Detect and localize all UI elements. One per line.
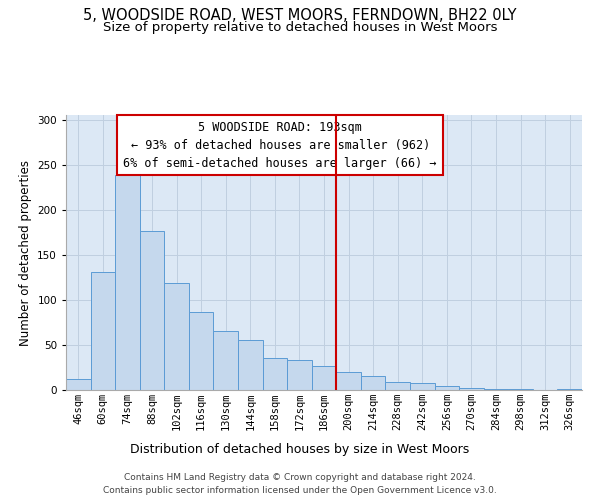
Bar bbox=[66, 379, 91, 390]
Text: 5, WOODSIDE ROAD, WEST MOORS, FERNDOWN, BH22 0LY: 5, WOODSIDE ROAD, WEST MOORS, FERNDOWN, … bbox=[83, 8, 517, 22]
Bar bbox=[434, 386, 459, 390]
Bar bbox=[164, 282, 189, 390]
Bar bbox=[214, 332, 238, 390]
Bar bbox=[459, 388, 484, 390]
Bar bbox=[238, 340, 263, 390]
Text: Distribution of detached houses by size in West Moors: Distribution of detached houses by size … bbox=[130, 442, 470, 456]
Bar bbox=[336, 372, 361, 390]
Bar bbox=[287, 360, 312, 390]
Bar bbox=[410, 383, 434, 390]
Bar bbox=[140, 232, 164, 390]
Text: Contains public sector information licensed under the Open Government Licence v3: Contains public sector information licen… bbox=[103, 486, 497, 495]
Text: Contains HM Land Registry data © Crown copyright and database right 2024.: Contains HM Land Registry data © Crown c… bbox=[124, 472, 476, 482]
Bar bbox=[484, 389, 508, 390]
Text: Size of property relative to detached houses in West Moors: Size of property relative to detached ho… bbox=[103, 21, 497, 34]
Bar bbox=[189, 312, 214, 390]
Bar bbox=[361, 376, 385, 390]
Y-axis label: Number of detached properties: Number of detached properties bbox=[19, 160, 32, 346]
Bar bbox=[312, 366, 336, 390]
Bar bbox=[557, 389, 582, 390]
Bar bbox=[115, 176, 140, 390]
Bar bbox=[91, 272, 115, 390]
Text: 5 WOODSIDE ROAD: 193sqm
← 93% of detached houses are smaller (962)
6% of semi-de: 5 WOODSIDE ROAD: 193sqm ← 93% of detache… bbox=[124, 120, 437, 170]
Bar bbox=[385, 382, 410, 390]
Bar bbox=[263, 358, 287, 390]
Bar bbox=[508, 389, 533, 390]
